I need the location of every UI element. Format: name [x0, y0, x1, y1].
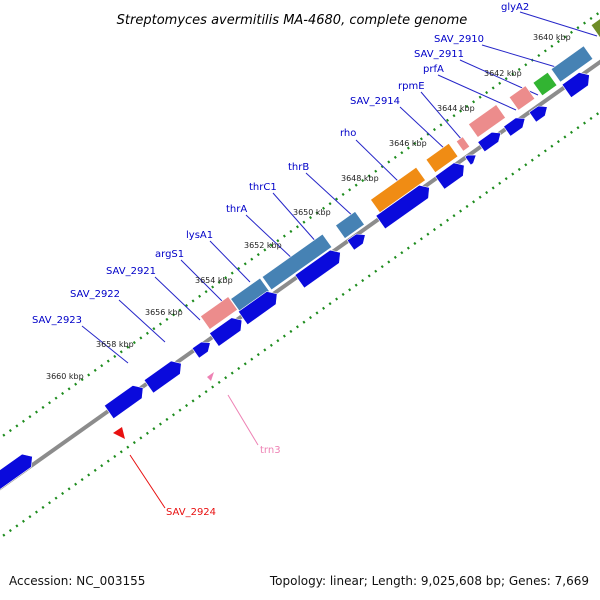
- gene-label-SAV_2922[interactable]: SAV_2922: [70, 289, 120, 300]
- gene-labels: glyA2 SAV_2910 SAV_2911 prfA rpmE SAV_29…: [32, 2, 529, 518]
- gene-label-SAV_2921[interactable]: SAV_2921: [106, 266, 156, 277]
- gene-label-glyA2[interactable]: glyA2: [501, 2, 529, 13]
- cds-arrow[interactable]: [346, 233, 366, 251]
- scale-label: 3648 kbp: [341, 174, 379, 183]
- pink-gene[interactable]: [455, 136, 471, 152]
- gene-label-prfA[interactable]: prfA: [423, 64, 444, 75]
- label-connector: [437, 74, 517, 111]
- steelblue-gene[interactable]: [261, 233, 333, 291]
- ruler-line: [0, 110, 600, 540]
- gene-label-thrA[interactable]: thrA: [226, 204, 247, 215]
- olive-gene[interactable]: [590, 2, 600, 39]
- gene-label-SAV_2924[interactable]: SAV_2924: [166, 507, 216, 518]
- scale-label: 3644 kbp: [437, 104, 475, 113]
- cds-arrow[interactable]: [191, 341, 211, 359]
- cds-arrow[interactable]: [209, 317, 243, 347]
- cds-arrow[interactable]: [237, 291, 278, 326]
- cds-arrow[interactable]: [103, 385, 144, 420]
- label-connector: [519, 11, 598, 37]
- label-connector: [420, 91, 463, 141]
- gene-features: [0, 2, 600, 492]
- green-gene[interactable]: [532, 71, 558, 97]
- scale-label: 3650 kbp: [293, 208, 331, 217]
- gene-label-argS1[interactable]: argS1: [155, 249, 184, 260]
- label-connector: [272, 192, 319, 245]
- orange-gene[interactable]: [425, 142, 459, 174]
- gene-label-trn3[interactable]: trn3: [260, 445, 281, 456]
- scale-label: 3646 kbp: [389, 139, 427, 148]
- label-connector: [154, 276, 201, 321]
- map-title: Streptomyces avermitilis MA-4680, comple…: [117, 13, 468, 28]
- red-gene-marker[interactable]: [113, 427, 125, 439]
- gene-label-lysA1[interactable]: lysA1: [186, 230, 213, 241]
- label-connector: [355, 139, 401, 184]
- label-connector: [481, 44, 567, 71]
- label-connector: [305, 172, 356, 219]
- ruler-line: [0, 10, 600, 440]
- pink-gene[interactable]: [468, 104, 506, 138]
- label-connector: [209, 240, 251, 283]
- scale-label: 3652 kbp: [244, 241, 282, 250]
- gene-label-SAV_2923[interactable]: SAV_2923: [32, 315, 82, 326]
- accession-text: Accession: NC_003155: [9, 574, 146, 588]
- label-connector: [180, 259, 223, 302]
- steelblue-gene[interactable]: [550, 45, 594, 83]
- trna-marker[interactable]: [207, 372, 214, 381]
- gene-label-rho[interactable]: rho: [340, 128, 356, 139]
- cds-arrow[interactable]: [294, 249, 341, 289]
- gene-label-thrC1[interactable]: thrC1: [249, 182, 277, 193]
- pink-gene[interactable]: [200, 296, 238, 330]
- cds-arrow[interactable]: [528, 105, 548, 123]
- cds-arrow[interactable]: [477, 131, 502, 153]
- gene-label-thrB[interactable]: thrB: [288, 162, 309, 173]
- genome-summary-text: Topology: linear; Length: 9,025,608 bp; …: [269, 574, 589, 588]
- label-connector: [227, 394, 259, 446]
- cds-arrow[interactable]: [0, 453, 33, 492]
- scale-label: 3660 kbp: [46, 372, 84, 381]
- gene-label-SAV_2911[interactable]: SAV_2911: [414, 49, 464, 60]
- cds-arrow[interactable]: [143, 360, 182, 394]
- label-connector: [245, 214, 297, 263]
- cds-arrow[interactable]: [434, 162, 465, 190]
- cds-arrow[interactable]: [561, 72, 590, 99]
- gene-label-SAV_2914[interactable]: SAV_2914: [350, 96, 400, 107]
- label-connector: [399, 106, 447, 151]
- label-connector: [81, 325, 129, 364]
- scale-label: 3640 kbp: [533, 33, 571, 42]
- pink-gene[interactable]: [508, 85, 536, 111]
- cds-arrow[interactable]: [375, 184, 430, 230]
- scale-label: 3642 kbp: [484, 69, 522, 78]
- label-connector: [129, 454, 166, 509]
- scale-label: 3654 kbp: [195, 276, 233, 285]
- scale-labels: 3640 kbp 3642 kbp 3644 kbp 3646 kbp 3648…: [46, 33, 571, 381]
- gene-label-rpmE[interactable]: rpmE: [398, 81, 425, 92]
- gene-label-SAV_2910[interactable]: SAV_2910: [434, 34, 484, 45]
- cds-arrow[interactable]: [503, 117, 526, 137]
- scale-ruler: [0, 10, 600, 540]
- scale-label: 3656 kbp: [145, 308, 183, 317]
- scale-label: 3658 kbp: [96, 340, 134, 349]
- steelblue-gene[interactable]: [335, 211, 365, 239]
- cds-arrow[interactable]: [464, 154, 477, 166]
- label-connector: [118, 299, 166, 343]
